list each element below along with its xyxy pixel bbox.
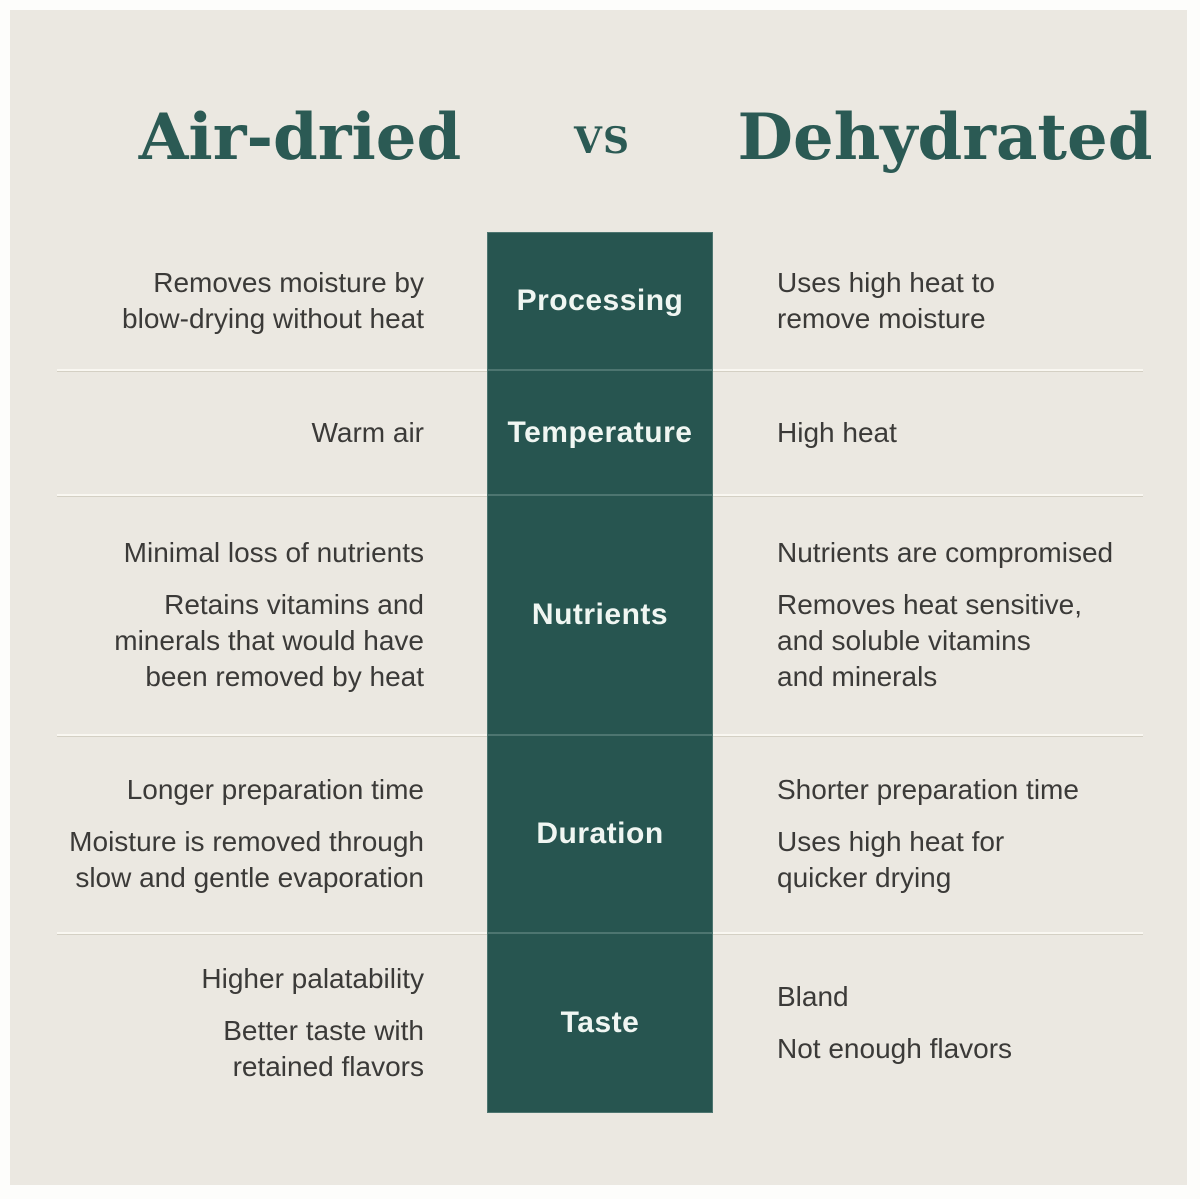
cell-text: Not enough flavors [777, 1033, 1013, 1064]
cell-text: Retains vitamins and minerals that would… [114, 589, 424, 692]
nutrients-air-dried-cell: Minimal loss of nutrients Retains vitami… [57, 495, 487, 735]
cell-text: Minimal loss of nutrients [123, 537, 424, 568]
taste-dehydrated-cell: Bland Not enough flavors [713, 933, 1143, 1113]
cell-text: Uses high heat to remove moisture [777, 267, 995, 334]
cell-text: Warm air [311, 416, 424, 448]
row-processing: Removes moisture by blow-drying without … [57, 232, 1143, 371]
duration-air-dried-cell: Longer preparation time Moisture is remo… [57, 735, 487, 933]
taste-label-cell: Taste [487, 933, 713, 1113]
cell-text: Shorter preparation time [777, 774, 1079, 805]
cell-text: High heat [777, 416, 897, 448]
cell-text: Uses high heat for quicker drying [777, 826, 1005, 893]
cell-text: Higher palatability [201, 963, 424, 994]
row-label: Taste [560, 1006, 640, 1039]
temperature-air-dried-cell: Warm air [57, 370, 487, 495]
cell-text: Moisture is removed through slow and gen… [69, 826, 424, 893]
row-label: Temperature [507, 415, 693, 449]
duration-label-cell: Duration [487, 735, 713, 933]
infographic-canvas: Air-dried vs Dehydrated Removes moisture… [10, 10, 1187, 1185]
temperature-label-cell: Temperature [487, 370, 713, 495]
row-label: Nutrients [531, 598, 669, 631]
cell-text: Removes moisture by blow-drying without … [122, 267, 424, 334]
nutrients-label-cell: Nutrients [487, 495, 713, 735]
temperature-dehydrated-cell: High heat [713, 370, 1143, 495]
comparison-table: Removes moisture by blow-drying without … [57, 232, 1143, 1113]
row-temperature: Warm air Temperature High heat [57, 370, 1143, 496]
row-label: Duration [536, 817, 664, 850]
cell-text: Longer preparation time [126, 774, 424, 805]
row-taste: Higher palatability Better taste with re… [57, 933, 1143, 1113]
processing-dehydrated-cell: Uses high heat to remove moisture [713, 232, 1143, 370]
title-dehydrated: Dehydrated [737, 100, 1153, 175]
taste-air-dried-cell: Higher palatability Better taste with re… [57, 933, 487, 1113]
title-vs: vs [574, 120, 630, 162]
cell-text: Nutrients are compromised [777, 537, 1114, 568]
cell-text: Bland [777, 981, 849, 1012]
row-nutrients: Minimal loss of nutrients Retains vitami… [57, 495, 1143, 736]
cell-text: Removes heat sensitive, and soluble vita… [777, 589, 1083, 692]
processing-label-cell: Processing [487, 232, 713, 370]
nutrients-dehydrated-cell: Nutrients are compromised Removes heat s… [713, 495, 1143, 735]
title-air-dried: Air-dried [138, 100, 462, 175]
row-label: Processing [516, 284, 684, 317]
cell-text: Better taste with retained flavors [223, 1015, 424, 1082]
row-duration: Longer preparation time Moisture is remo… [57, 735, 1143, 934]
duration-dehydrated-cell: Shorter preparation time Uses high heat … [713, 735, 1143, 933]
processing-air-dried-cell: Removes moisture by blow-drying without … [57, 232, 487, 370]
